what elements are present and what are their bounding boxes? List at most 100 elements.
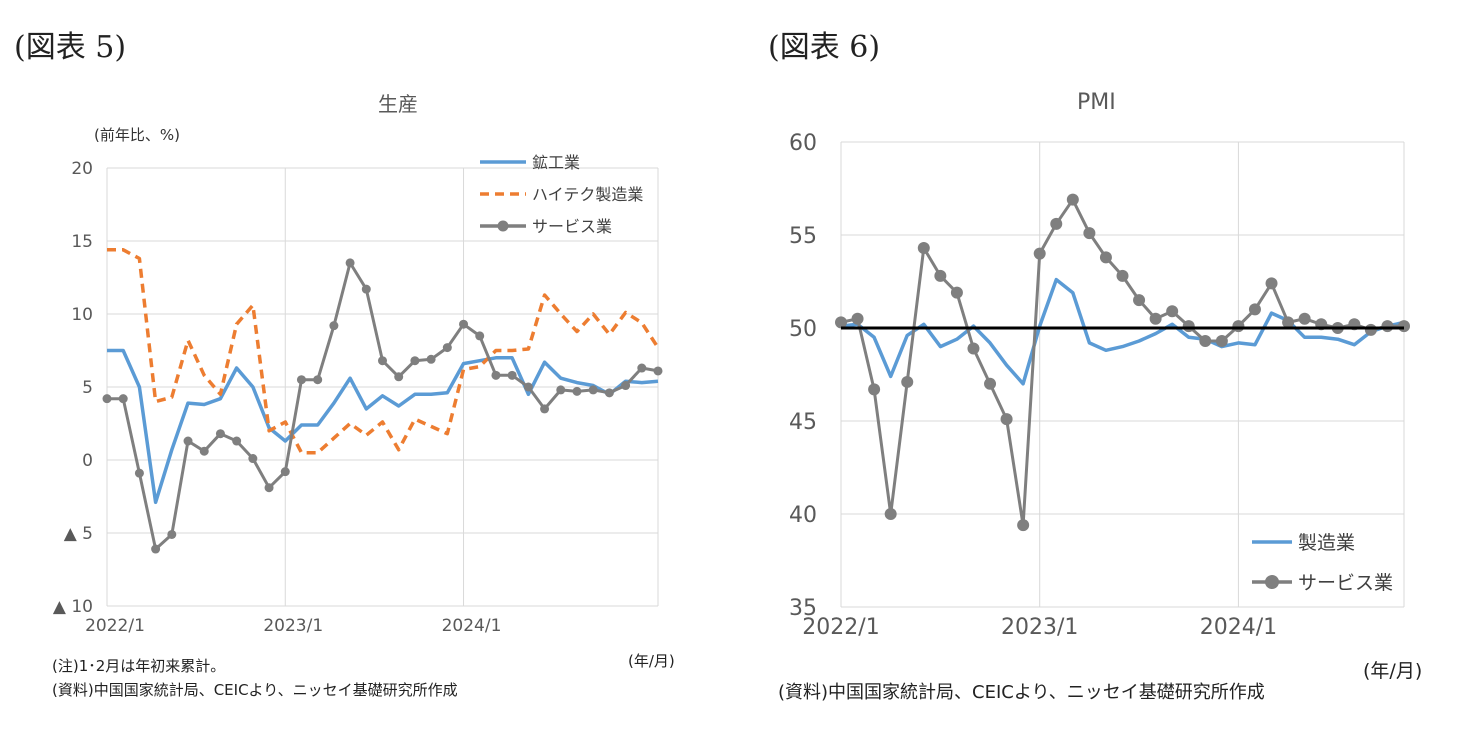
- data-point: [901, 375, 914, 388]
- data-point: [410, 356, 420, 366]
- data-point: [1017, 519, 1030, 532]
- data-point: [280, 467, 290, 477]
- data-point: [442, 343, 452, 353]
- y-tick-label: 60: [789, 131, 817, 156]
- y-tick-label: 55: [789, 224, 817, 249]
- data-point: [1398, 320, 1410, 333]
- data-point: [1248, 303, 1261, 316]
- x-tick-label: 2023/1: [1001, 615, 1078, 640]
- data-point: [264, 483, 274, 493]
- y-tick-label: 40: [789, 503, 817, 528]
- data-point: [313, 375, 323, 385]
- legend-marker: [1265, 575, 1279, 589]
- y-tick-label: 50: [789, 317, 817, 342]
- data-point: [167, 529, 177, 539]
- data-point: [1232, 320, 1245, 333]
- chart2-xunit-label: (年/月): [1363, 660, 1423, 682]
- data-point: [1116, 269, 1129, 282]
- chart1-source: (資料)中国国家統計局、CEICより、ニッセイ基礎研究所作成: [52, 681, 458, 699]
- data-point: [394, 372, 404, 382]
- data-point: [540, 404, 550, 414]
- data-point: [917, 242, 930, 255]
- x-tick-label: 2023/1: [263, 616, 323, 636]
- data-point: [967, 342, 980, 355]
- data-point: [1182, 320, 1195, 333]
- data-point: [378, 356, 387, 366]
- data-point: [215, 429, 225, 439]
- data-point: [653, 366, 663, 376]
- data-point: [1083, 227, 1096, 240]
- data-point: [1265, 277, 1278, 290]
- legend-label: サービス業: [532, 217, 612, 236]
- data-point: [507, 370, 517, 380]
- data-point: [1381, 320, 1394, 333]
- x-tick-label: 2024/1: [1200, 615, 1277, 640]
- data-point: [183, 436, 193, 446]
- data-point: [491, 370, 501, 380]
- y-tick-label: 5: [82, 378, 93, 398]
- data-point: [151, 544, 161, 554]
- data-point: [1199, 335, 1212, 348]
- chart2-title: PMI: [1077, 90, 1116, 115]
- data-point: [426, 354, 436, 364]
- data-point: [868, 383, 881, 396]
- y-tick-label: ▲ 5: [64, 524, 93, 544]
- data-point: [459, 319, 469, 329]
- y-tick-label: 10: [71, 305, 93, 325]
- data-point: [572, 386, 582, 396]
- y-tick-label: 35: [789, 596, 817, 621]
- figure5-label: (図表 5): [14, 30, 127, 65]
- data-point: [134, 468, 144, 478]
- y-tick-label: 15: [71, 232, 93, 252]
- x-tick-label: 2024/1: [442, 616, 502, 636]
- data-point: [296, 375, 306, 385]
- data-point: [345, 258, 355, 268]
- chart2-source: (資料)中国国家統計局、CEICより、ニッセイ基礎研究所作成: [778, 682, 1265, 703]
- data-point: [118, 394, 128, 404]
- legend-label: サービス業: [1298, 572, 1393, 594]
- data-point: [884, 508, 897, 520]
- series-line-1: [107, 248, 660, 455]
- data-point: [835, 316, 847, 329]
- data-point: [329, 321, 339, 331]
- series-line-0: [840, 277, 1405, 386]
- data-point: [361, 284, 371, 294]
- x-tick-label: 2022/1: [85, 616, 145, 636]
- series-line-2: [107, 261, 659, 551]
- data-point: [950, 286, 963, 299]
- data-point: [102, 394, 112, 404]
- data-point: [1000, 413, 1013, 426]
- data-point: [604, 388, 614, 398]
- data-point: [588, 385, 598, 395]
- data-point: [1066, 193, 1079, 206]
- legend-marker: [497, 220, 509, 232]
- legend-label: ハイテク製造業: [532, 185, 643, 204]
- data-point: [232, 436, 242, 446]
- chart1-title: 生産: [378, 92, 418, 116]
- data-point: [1166, 305, 1179, 318]
- data-point: [984, 377, 997, 390]
- figure6-label: (図表 6): [768, 30, 881, 65]
- chart1-footnote: (注)1･2月は年初来累計。: [52, 657, 226, 675]
- chart1-xunit-label: (年/月): [628, 652, 675, 670]
- data-point: [1282, 316, 1295, 329]
- data-point: [621, 381, 631, 391]
- data-point: [475, 331, 485, 341]
- y-tick-label: ▲ 10: [53, 597, 93, 617]
- data-point: [1050, 217, 1063, 230]
- legend-label: 製造業: [1298, 532, 1355, 554]
- series-line-0: [107, 348, 659, 505]
- x-tick-label: 2022/1: [802, 615, 879, 640]
- chart1-unit-label: (前年比、%): [94, 126, 180, 144]
- data-point: [1033, 247, 1046, 260]
- data-point: [1364, 323, 1377, 336]
- y-tick-label: 0: [82, 451, 93, 471]
- data-point: [851, 312, 864, 325]
- data-point: [1149, 312, 1162, 325]
- data-point: [523, 382, 533, 392]
- data-point: [1298, 312, 1311, 325]
- data-point: [1133, 294, 1146, 307]
- data-point: [934, 269, 947, 282]
